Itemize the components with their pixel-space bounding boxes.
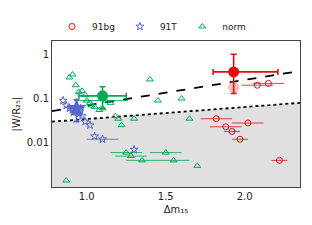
svg-text:91bg: 91bg	[92, 22, 115, 32]
svg-text:1: 1	[43, 49, 49, 60]
svg-text:0.01: 0.01	[27, 137, 49, 148]
svg-text:Δm₁₅: Δm₁₅	[164, 204, 189, 215]
svg-text:0.1: 0.1	[33, 93, 49, 104]
svg-text:1.0: 1.0	[79, 191, 95, 202]
svg-text:|W/R₂₅|: |W/R₂₅|	[11, 97, 23, 132]
svg-text:2.0: 2.0	[237, 191, 253, 202]
svg-text:1.5: 1.5	[158, 191, 174, 202]
svg-text:91T: 91T	[160, 22, 177, 32]
svg-text:norm: norm	[222, 22, 246, 32]
